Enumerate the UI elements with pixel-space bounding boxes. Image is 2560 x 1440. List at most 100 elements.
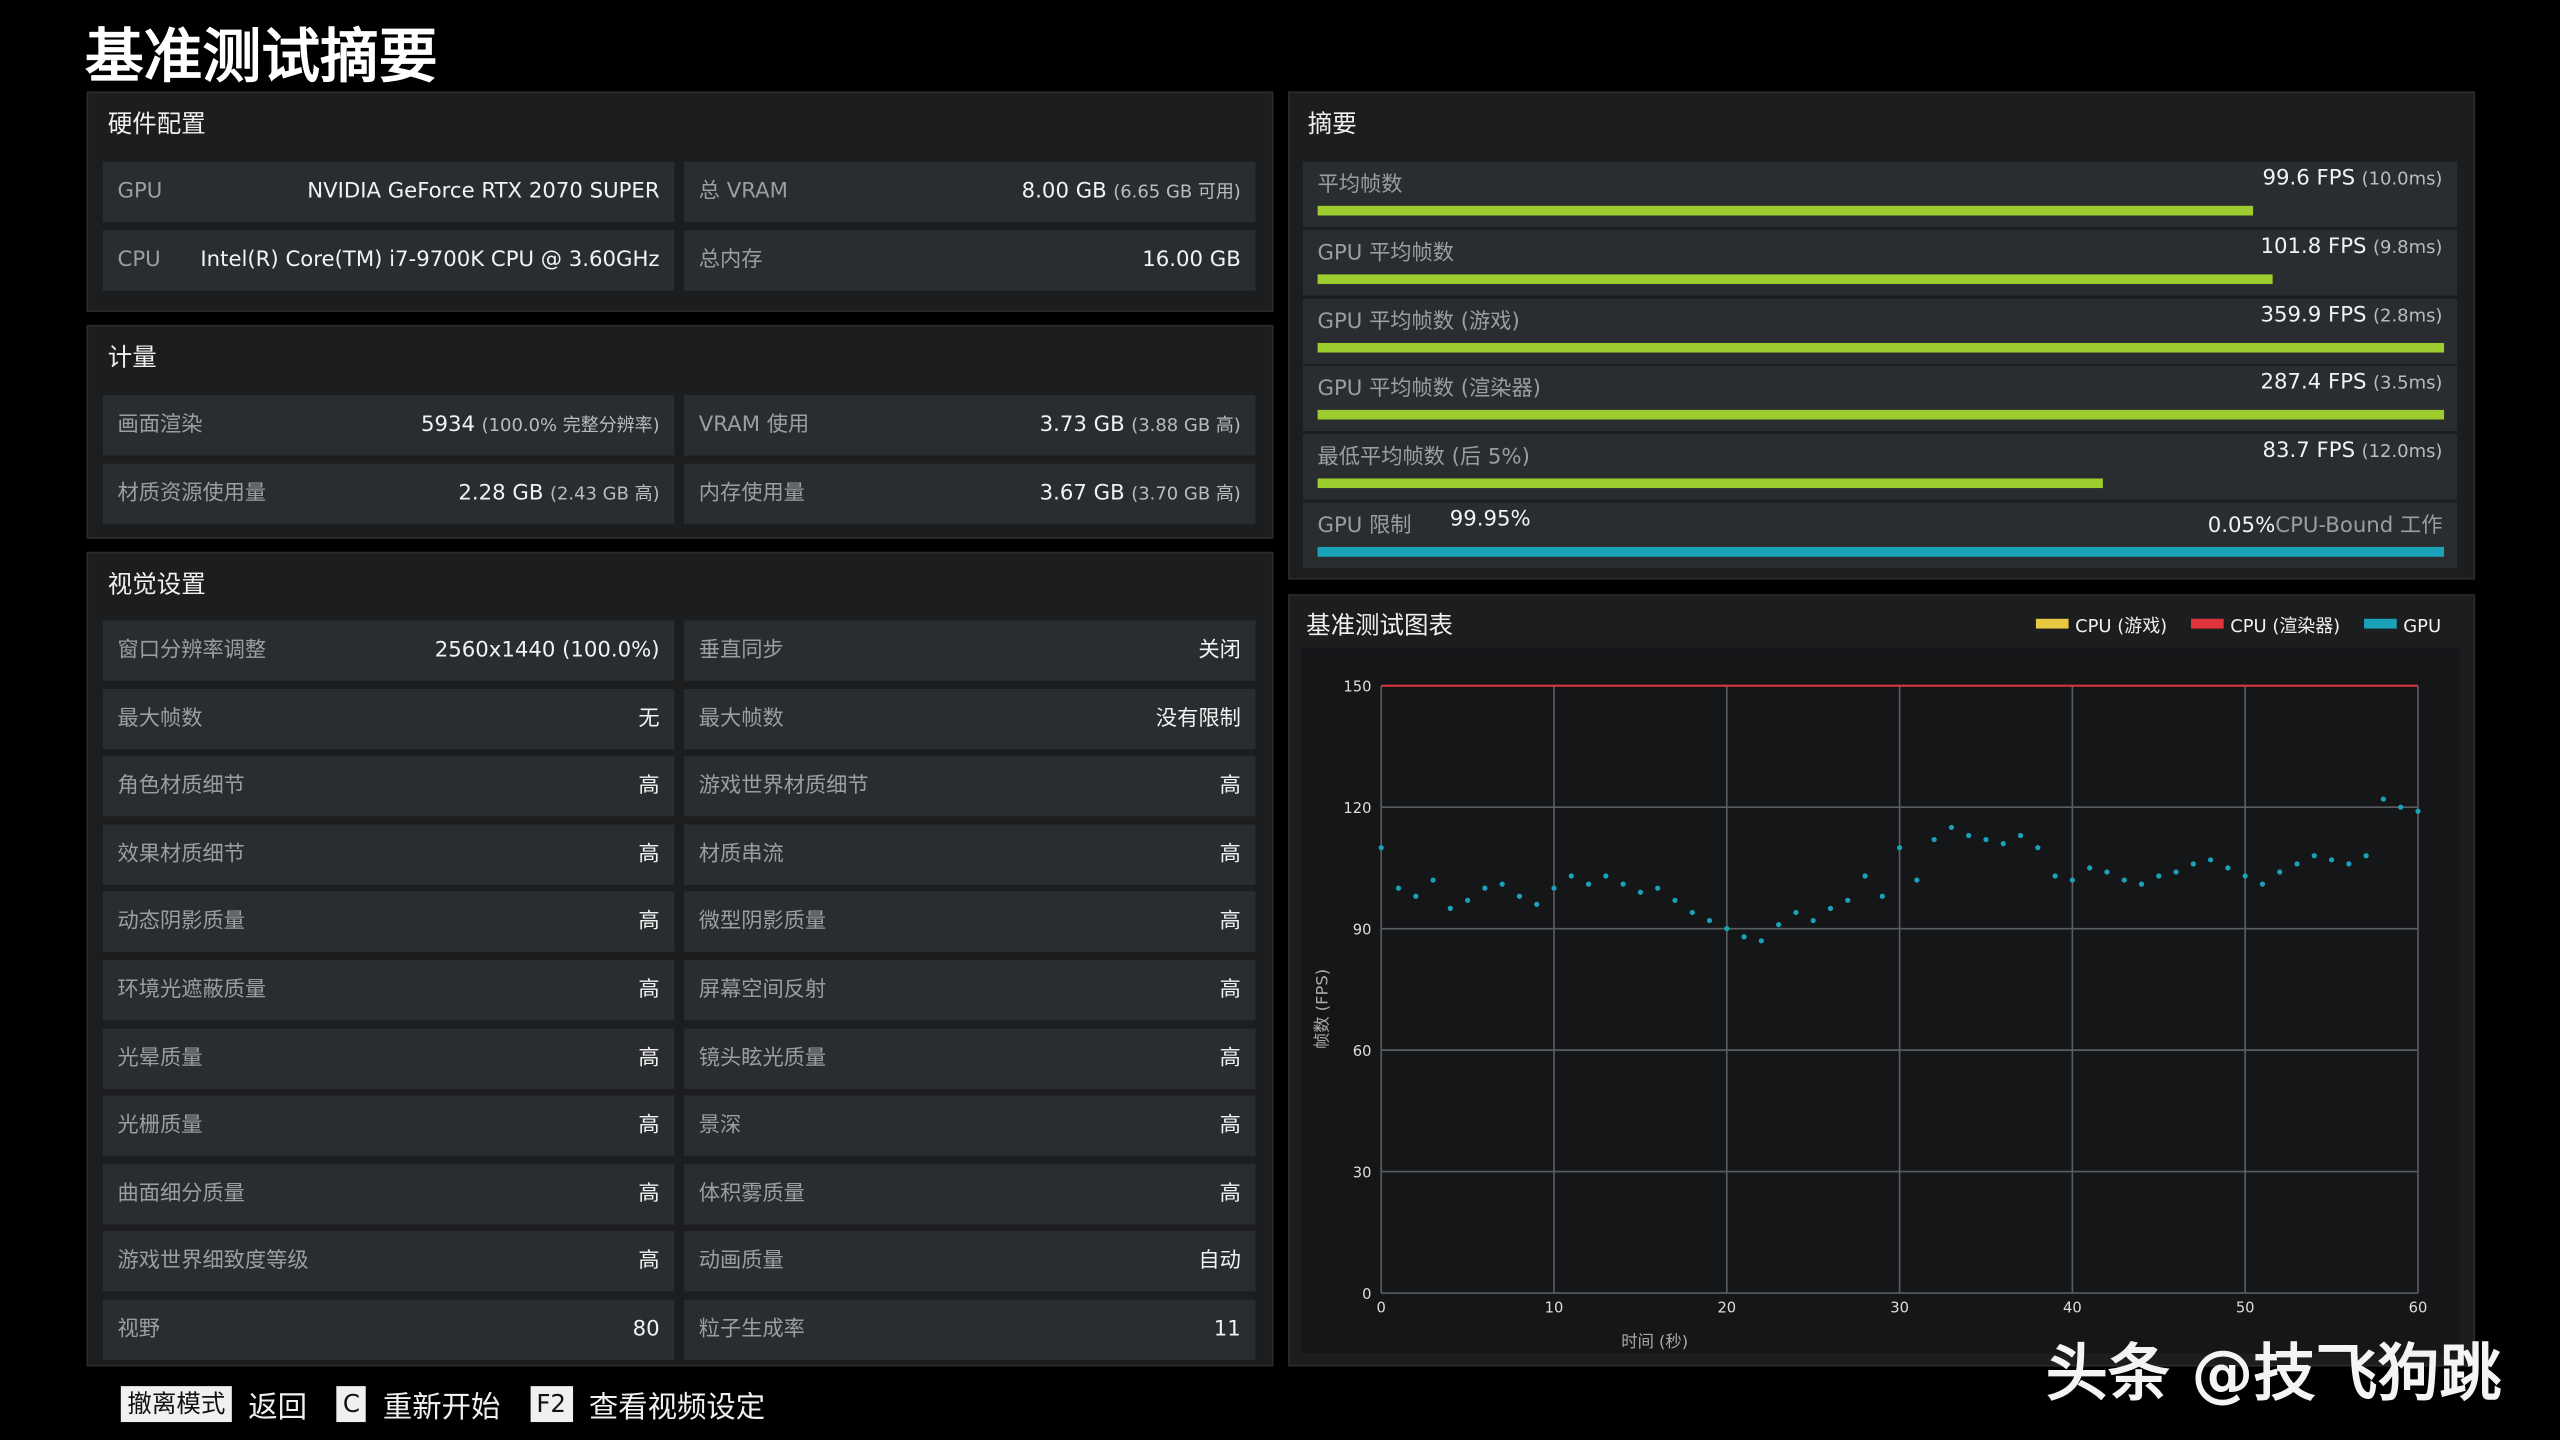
setting-value-text: 2.28 GB [458,480,544,506]
fps-unit: FPS [2327,303,2367,328]
x-tick-label: 20 [1717,1300,1736,1317]
setting-value: 高 [638,1164,659,1224]
cpu-limit: 0.05%CPU-Bound 工作 [2208,508,2443,538]
setting-label: 窗口分辨率调整 [117,638,267,663]
x-axis-label: 时间 (秒) [1621,1332,1688,1351]
setting-cell: 动态阴影质量 高 [102,892,675,953]
data-point [1862,873,1868,879]
summary-bar [1317,205,2253,216]
setting-label: 动态阴影质量 [117,910,245,935]
setting-cell: 视野 80 [102,1299,675,1360]
setting-label: 屏幕空间反射 [698,977,827,1003]
data-point [1966,832,1972,839]
setting-value: 高 [1220,756,1241,816]
y-tick-label: 30 [1353,1164,1372,1181]
setting-value: 2560x1440 (100.0%) [435,620,660,680]
data-point [1741,934,1747,940]
setting-value-text: 高 [1219,1045,1241,1071]
setting-note: (2.43 GB 高) [549,482,660,504]
setting-cell: GPU NVIDIA GeForce RTX 2070 SUPER [102,161,675,223]
setting-value-text: 关闭 [1198,638,1241,663]
data-point [2087,865,2093,871]
data-point [1637,889,1644,895]
limit-row: GPU 限制 99.95% 0.05%CPU-Bound 工作 [1302,502,2458,569]
setting-label: 光栅质量 [117,1113,203,1139]
fps-unit: FPS [2327,234,2367,260]
chart-title: 基准测试图表 [1306,610,1453,639]
setting-value: 关闭 [1198,620,1240,680]
data-point [1983,836,1989,843]
summary-row: GPU 平均帧数 101.8 FPS (9.8ms) [1302,229,2458,296]
summary-row: 最低平均帧数 (后 5%) 83.7 FPS (12.0ms) [1302,434,2458,500]
data-point [1948,824,1955,831]
x-tick-label: 60 [2409,1300,2428,1317]
setting-value: 高 [638,1232,659,1292]
action-label[interactable]: 重新开始 [382,1391,501,1426]
plot-background [1301,648,2461,1354]
setting-value: 高 [638,960,659,1020]
action-label[interactable]: 返回 [248,1391,307,1426]
setting-cell: 光晕质量 高 [102,1027,675,1089]
setting-value: 高 [1220,824,1241,884]
setting-value-text: Intel(R) Core(TM) i7-9700K CPU @ 3.60GHz [200,247,660,272]
data-point [2035,845,2041,851]
setting-label: 体积雾质量 [698,1181,805,1207]
y-tick-label: 60 [1353,1043,1372,1060]
setting-cell: 总 VRAM 8.00 GB (6.65 GB 可用) [684,161,1256,223]
setting-cell: VRAM 使用 3.73 GB (3.88 GB 高) [684,395,1256,456]
key-hint[interactable]: 撤离模式 [120,1386,232,1423]
action-label[interactable]: 查看视频设定 [588,1391,766,1426]
gpu-limit-value: 99.95% [1449,507,1531,533]
setting-label: 粒子生成率 [698,1317,805,1343]
bar-track [1317,273,2445,284]
setting-cell: 画面渲染 5934 (100.0% 完整分辨率) [102,395,675,456]
data-point [1585,881,1592,887]
data-point [1689,909,1695,916]
summary-label: GPU 平均帧数 [1317,241,1454,266]
bar-track [1317,478,2445,489]
setting-label: 视野 [117,1317,161,1343]
setting-value: 高 [638,756,659,816]
setting-cell: 屏幕空间反射 高 [684,959,1256,1021]
data-point [1931,836,1937,843]
data-point [2000,841,2006,847]
summary-label: 平均帧数 [1317,173,1403,198]
key-hint[interactable]: C [336,1386,367,1423]
data-point [1568,873,1574,879]
summary-bar [1317,478,2104,489]
setting-cell: 最大帧数 无 [102,688,675,749]
data-point [1810,917,1816,924]
summary-bar [1317,410,2445,421]
data-point [1378,845,1384,851]
setting-value: 高 [638,892,659,952]
setting-value-text: 2560x1440 (100.0%) [434,638,660,663]
data-point [1896,845,1903,851]
data-point [2242,873,2248,879]
panel-title: 硬件配置 [107,109,206,139]
setting-label: 游戏世界细致度等级 [117,1249,309,1275]
data-point [2208,857,2214,863]
data-point [2294,861,2300,867]
setting-value-text: 高 [638,977,660,1003]
setting-label: 材质串流 [698,842,784,867]
panel-title: 计量 [107,342,157,373]
setting-cell: CPU Intel(R) Core(TM) i7-9700K CPU @ 3.60… [102,229,675,290]
summary-label: 最低平均帧数 (后 5%) [1317,446,1530,471]
setting-value-text: 高 [638,1113,660,1139]
metrics-panel: 计量画面渲染 5934 (100.0% 完整分辨率) VRAM 使用 3.73 GB (3… [86,324,1274,539]
settings-panel: 视觉设置 窗口分辨率调整 2560x1440 (100.0%) 垂直同步 关闭 最大帧数 无… [86,551,1274,1367]
setting-cell: 垂直同步 关闭 [684,620,1256,681]
summary-row: 平均帧数 99.6 FPS (10.0ms) [1302,161,2458,227]
data-point [1706,917,1713,924]
setting-value-text: 16.00 GB [1142,247,1241,272]
data-point [2156,873,2162,879]
setting-value: 自动 [1198,1232,1240,1292]
setting-value: 高 [1220,1028,1241,1088]
setting-value-text: 高 [1219,842,1241,867]
setting-value: 没有限制 [1156,688,1241,748]
key-hint[interactable]: F2 [529,1386,573,1423]
data-point [1499,881,1505,887]
fps-value: 101.8 [2260,234,2322,260]
setting-value: 高 [1220,1164,1241,1224]
